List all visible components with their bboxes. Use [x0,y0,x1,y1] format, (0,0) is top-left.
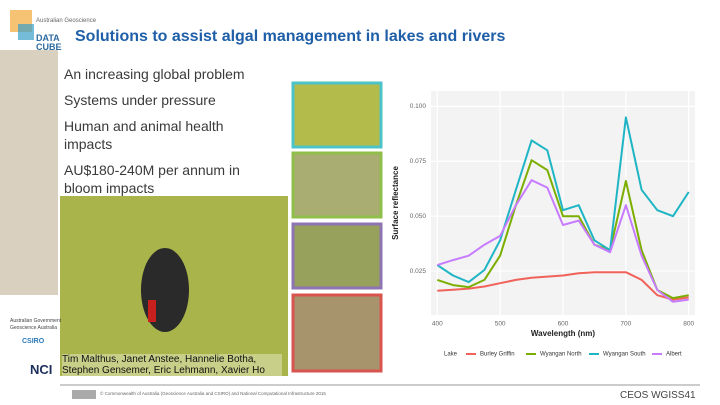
copyright: © Commonwealth of Australia (Geoscience … [100,391,326,396]
series-line [436,179,689,303]
photo [291,81,383,149]
credits: Tim Malthus, Janet Anstee, Hannelie Both… [62,354,282,376]
photo [291,293,383,373]
legend-label: Albert [666,352,682,358]
partner: Australian Government [10,318,62,324]
y-tick-label: 0.075 [410,158,427,165]
x-tick-label: 400 [432,321,443,328]
photo [291,151,383,219]
series-line [436,116,690,284]
title: Solutions to assist algal management in … [75,28,506,45]
swan-beak [148,300,156,322]
partner: CSIRO [22,338,45,345]
x-tick-label: 600 [558,321,569,328]
legend-label: Burley Griffin [480,352,515,358]
partner: NCI [30,362,53,377]
bullet: AU$180-240M per annum in bloom impacts [64,162,240,196]
footer: CEOS WGISS41 [620,390,696,401]
bullet: An increasing global problem [64,66,245,82]
x-tick-label: 700 [620,321,631,328]
photo [291,222,383,290]
y-tick-label: 0.050 [410,213,427,220]
legend-label: Wyangan South [603,352,646,358]
logo-name: DATA CUBE [36,33,62,52]
x-axis-label: Wavelength (nm) [531,329,595,338]
bullet: Systems under pressure [64,92,216,108]
y-axis-label: Surface reflectance [391,166,400,240]
x-tick-label: 800 [683,321,694,328]
logo-mark [18,24,34,40]
y-tick-label: 0.100 [410,103,427,110]
y-tick-label: 0.025 [410,268,427,275]
logo-org: Australian Geoscience [36,18,97,24]
x-tick-label: 500 [495,321,506,328]
bullet: Human and animal health impacts [64,118,224,152]
legend-title: Lake [444,352,458,358]
legend-label: Wyangan North [540,352,582,358]
cc-badge [72,390,96,399]
partner: Geoscience Australia [10,325,57,331]
series-line [437,271,689,301]
series-line [436,159,689,300]
satellite-strip [0,50,58,295]
